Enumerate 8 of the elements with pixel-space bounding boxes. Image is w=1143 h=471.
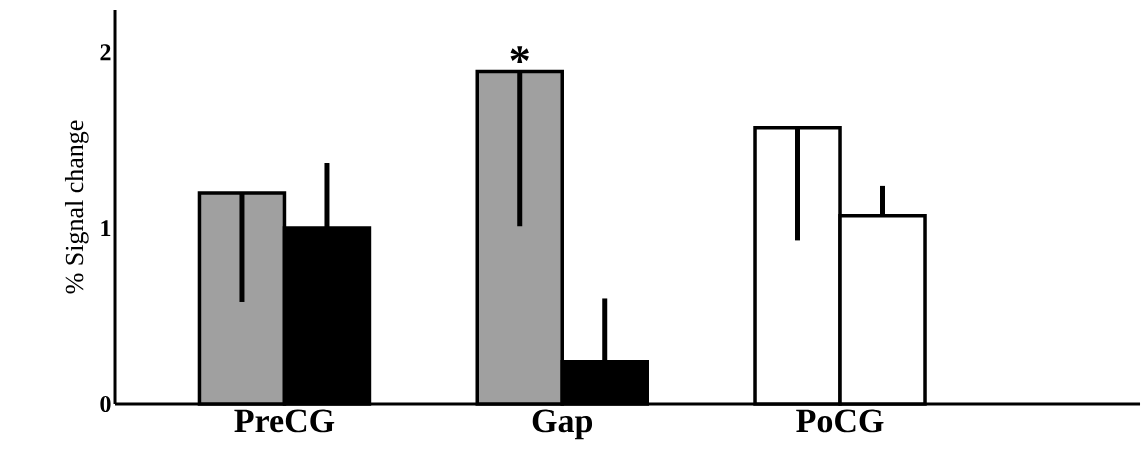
y-tick-label: 1 — [101, 220, 111, 237]
annotation: * — [510, 46, 529, 63]
y-tick-label: 0 — [100, 395, 111, 413]
y-axis-title: % Signal change — [64, 120, 89, 294]
y-tick-label: 2 — [100, 44, 111, 61]
x-tick-label: PreCG — [234, 409, 335, 433]
x-tick-label: Gap — [532, 409, 593, 440]
x-tick-label: PoCG — [796, 409, 884, 433]
